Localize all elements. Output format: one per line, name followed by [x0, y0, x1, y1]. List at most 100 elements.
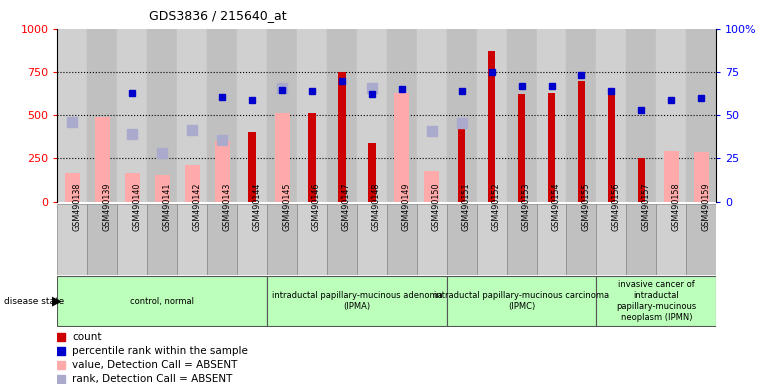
- Bar: [447, 276, 597, 326]
- Bar: [394, 93, 409, 202]
- Text: GSM490140: GSM490140: [133, 183, 141, 231]
- Bar: [147, 29, 177, 202]
- Text: GSM490150: GSM490150: [432, 183, 440, 231]
- Text: percentile rank within the sample: percentile rank within the sample: [72, 346, 248, 356]
- Text: count: count: [72, 332, 101, 342]
- Text: GSM490158: GSM490158: [671, 183, 680, 231]
- Bar: [297, 204, 327, 275]
- Bar: [57, 29, 87, 202]
- Bar: [177, 204, 207, 275]
- Bar: [117, 29, 147, 202]
- Bar: [506, 29, 536, 202]
- Text: GSM490142: GSM490142: [192, 183, 201, 231]
- Bar: [207, 204, 237, 275]
- Bar: [417, 29, 447, 202]
- Bar: [87, 29, 117, 202]
- Bar: [536, 204, 567, 275]
- Bar: [578, 81, 585, 202]
- Text: GSM490149: GSM490149: [402, 183, 411, 231]
- Bar: [387, 29, 417, 202]
- Bar: [327, 204, 357, 275]
- Bar: [357, 29, 387, 202]
- Bar: [357, 204, 387, 275]
- Bar: [387, 204, 417, 275]
- Text: GSM490143: GSM490143: [222, 183, 231, 231]
- Bar: [65, 173, 80, 202]
- Text: GSM490159: GSM490159: [701, 183, 710, 232]
- Bar: [597, 29, 627, 202]
- Text: GSM490139: GSM490139: [103, 183, 111, 231]
- Bar: [447, 29, 476, 202]
- Text: GSM490146: GSM490146: [312, 183, 321, 231]
- Bar: [417, 204, 447, 275]
- Bar: [274, 114, 290, 202]
- Bar: [567, 204, 597, 275]
- Text: rank, Detection Call = ABSENT: rank, Detection Call = ABSENT: [72, 374, 232, 384]
- Bar: [95, 117, 110, 202]
- Text: disease state: disease state: [4, 297, 64, 306]
- Bar: [424, 171, 439, 202]
- Bar: [327, 29, 357, 202]
- Text: GSM490148: GSM490148: [372, 183, 381, 231]
- Bar: [548, 93, 555, 202]
- Bar: [297, 29, 327, 202]
- Bar: [338, 72, 345, 202]
- Bar: [267, 29, 297, 202]
- Bar: [656, 29, 686, 202]
- Bar: [637, 159, 645, 202]
- Text: GSM490155: GSM490155: [581, 183, 591, 232]
- Bar: [536, 29, 567, 202]
- Text: value, Detection Call = ABSENT: value, Detection Call = ABSENT: [72, 360, 237, 370]
- Bar: [597, 204, 627, 275]
- Bar: [476, 29, 506, 202]
- Text: GSM490141: GSM490141: [162, 183, 172, 231]
- Bar: [656, 204, 686, 275]
- Bar: [597, 276, 716, 326]
- Text: GSM490156: GSM490156: [611, 183, 620, 231]
- Text: intraductal papillary-mucinous adenoma
(IPMA): intraductal papillary-mucinous adenoma (…: [271, 291, 442, 311]
- Bar: [267, 276, 447, 326]
- Bar: [664, 152, 679, 202]
- Bar: [57, 204, 87, 275]
- Bar: [248, 132, 256, 202]
- Bar: [155, 175, 170, 202]
- Bar: [458, 127, 466, 202]
- Text: GSM490145: GSM490145: [282, 183, 291, 231]
- Text: intraductal papillary-mucinous carcinoma
(IPMC): intraductal papillary-mucinous carcinoma…: [434, 291, 609, 311]
- Text: GSM490152: GSM490152: [492, 183, 501, 232]
- Bar: [627, 29, 656, 202]
- Bar: [686, 29, 716, 202]
- Text: GSM490151: GSM490151: [462, 183, 470, 231]
- Bar: [686, 204, 716, 275]
- Bar: [488, 51, 496, 202]
- Bar: [207, 29, 237, 202]
- Text: GSM490147: GSM490147: [342, 183, 351, 231]
- Bar: [308, 114, 316, 202]
- Text: control, normal: control, normal: [130, 297, 195, 306]
- Text: invasive cancer of
intraductal
papillary-mucinous
neoplasm (IPMN): invasive cancer of intraductal papillary…: [616, 280, 696, 323]
- Bar: [125, 173, 139, 202]
- Bar: [57, 276, 267, 326]
- Bar: [267, 204, 297, 275]
- Bar: [147, 204, 177, 275]
- Bar: [117, 204, 147, 275]
- Bar: [87, 204, 117, 275]
- Bar: [607, 94, 615, 202]
- Bar: [368, 143, 375, 202]
- Text: GDS3836 / 215640_at: GDS3836 / 215640_at: [149, 9, 287, 22]
- Bar: [214, 141, 230, 202]
- Text: GSM490144: GSM490144: [252, 183, 261, 231]
- Bar: [237, 204, 267, 275]
- Bar: [177, 29, 207, 202]
- Bar: [694, 152, 709, 202]
- Bar: [627, 204, 656, 275]
- Text: GSM490153: GSM490153: [522, 183, 531, 231]
- Bar: [518, 94, 525, 202]
- Text: ▶: ▶: [52, 295, 62, 308]
- Bar: [476, 204, 506, 275]
- Bar: [185, 166, 200, 202]
- Text: GSM490138: GSM490138: [73, 183, 81, 231]
- Text: GSM490154: GSM490154: [552, 183, 561, 231]
- Bar: [237, 29, 267, 202]
- Bar: [506, 204, 536, 275]
